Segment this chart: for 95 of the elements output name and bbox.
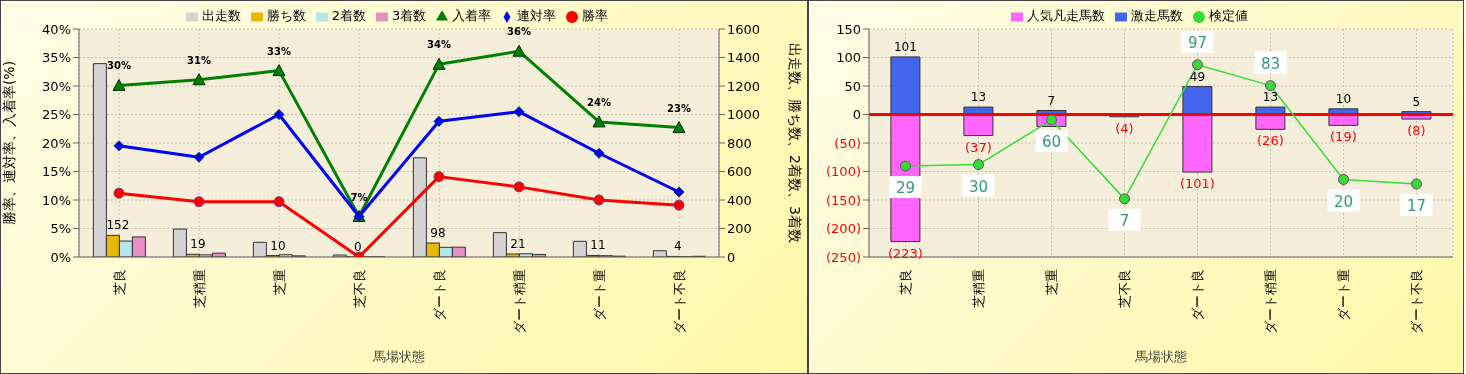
data-label: 83 [1260, 54, 1281, 73]
x-tick-label: 芝重 [1044, 269, 1059, 295]
data-label: 7 [1119, 211, 1130, 230]
x-tick-label: ダート重 [1336, 269, 1351, 321]
y2-tick-label: 400 [727, 192, 752, 208]
data-label: 17 [1406, 196, 1427, 215]
data-label: 19 [190, 237, 206, 252]
y2-tick-label: 200 [727, 221, 752, 236]
y-tick-label: 0 [852, 107, 861, 122]
y-tick-label: 150 [836, 21, 861, 37]
data-label: 23% [667, 102, 691, 114]
data-label: 7% [350, 191, 368, 203]
y2-tick-label: 1200 [727, 78, 761, 94]
data-label: (37) [965, 139, 992, 155]
data-label: 31% [187, 54, 211, 66]
y-tick-label: (150) [826, 192, 861, 208]
data-label: 24% [587, 96, 611, 108]
data-label: 49 [1189, 69, 1206, 84]
x-tick-label: ダート重 [591, 269, 607, 321]
legend-label: 2着数 [331, 8, 366, 23]
y-tick-label: 10% [42, 192, 71, 208]
legend-label: 勝ち数 [266, 8, 306, 23]
legend-label: 激走馬数 [1130, 8, 1183, 23]
x-tick-label: 芝不良 [1117, 269, 1132, 308]
data-label: 20 [1333, 192, 1354, 211]
y-axis-title: 勝率、連対率、入着率(%) [0, 60, 17, 226]
data-label: (4) [1115, 120, 1134, 136]
data-label: 11 [590, 238, 606, 253]
data-label: 36% [507, 26, 531, 38]
data-label: (19) [1330, 129, 1357, 145]
y-tick-label: 0% [50, 249, 71, 265]
x-tick-label: 芝良 [898, 269, 913, 295]
y2-tick-label: 800 [727, 135, 752, 151]
data-label: 21 [510, 237, 526, 252]
y2-tick-label: 0 [727, 249, 736, 265]
x-tick-label: 芝不良 [351, 269, 367, 308]
y2-tick-label: 1400 [727, 50, 761, 65]
x-tick-label: ダート不良 [1409, 269, 1424, 334]
y-tick-label: 30% [42, 78, 71, 94]
data-label: 33% [267, 45, 291, 57]
x-tick-label: 芝稍重 [971, 269, 986, 308]
legend-label: 連対率 [517, 8, 557, 23]
x-tick-label: 芝稍重 [191, 269, 207, 308]
x-tick-label: ダート稍重 [511, 269, 527, 334]
data-label: 0 [354, 239, 362, 254]
data-label: 5 [1412, 94, 1421, 109]
y-tick-label: (50) [834, 135, 861, 151]
y-tick-label: 20% [42, 135, 71, 151]
data-label: 152 [106, 218, 130, 233]
data-label: (223) [887, 245, 923, 261]
y-tick-label: (200) [826, 221, 861, 236]
data-label: 101 [893, 39, 917, 54]
y-tick-label: 35% [42, 50, 71, 65]
legend-label: 出走数 [201, 8, 241, 23]
legend-label: 3着数 [392, 8, 427, 23]
x-tick-label: 芝良 [111, 269, 127, 295]
y-tick-label: 50 [844, 78, 861, 94]
legend-label: 入着率 [452, 8, 492, 23]
y-tick-label: 15% [42, 164, 71, 179]
x-tick-label: ダート良 [1190, 269, 1205, 321]
data-label: 4 [674, 239, 682, 254]
data-label: 60 [1041, 132, 1062, 151]
x-axis-title: 馬場状態 [372, 349, 425, 364]
legend-label: 人気凡走馬数 [1026, 8, 1105, 23]
data-label: 97 [1187, 33, 1208, 52]
data-label: 30 [968, 177, 989, 196]
x-axis-title: 馬場状態 [1134, 349, 1187, 364]
y2-tick-label: 600 [727, 164, 752, 179]
data-label: 13 [1262, 90, 1279, 105]
data-label: 30% [107, 60, 131, 72]
data-label: 10 [270, 238, 286, 253]
y-tick-label: 5% [50, 221, 71, 236]
data-label: 34% [427, 39, 451, 51]
y2-tick-label: 1000 [727, 107, 761, 122]
x-tick-label: 芝重 [271, 269, 287, 295]
data-label: 98 [430, 226, 446, 241]
data-label: 13 [970, 90, 987, 105]
y2-axis-title: 出走数、勝ち数、2着数、3着数 [787, 43, 804, 243]
y-tick-label: 40% [42, 21, 71, 37]
x-tick-label: ダート良 [431, 269, 447, 321]
data-label: 7 [1047, 93, 1056, 108]
x-tick-label: ダート稍重 [1263, 269, 1278, 334]
legend-label: 検定値 [1208, 8, 1248, 23]
data-label: 29 [895, 179, 916, 198]
y-tick-label: (100) [826, 164, 861, 179]
data-label: (101) [1179, 176, 1215, 192]
y-tick-label: 100 [836, 50, 861, 65]
data-label: (8) [1407, 123, 1426, 139]
y-tick-label: 25% [42, 107, 71, 122]
y2-tick-label: 1600 [727, 21, 761, 37]
legend-label: 勝率 [582, 8, 609, 23]
y-tick-label: (250) [826, 249, 861, 265]
x-tick-label: ダート不良 [671, 269, 687, 334]
data-label: 10 [1335, 91, 1352, 106]
data-label: (26) [1257, 133, 1284, 149]
